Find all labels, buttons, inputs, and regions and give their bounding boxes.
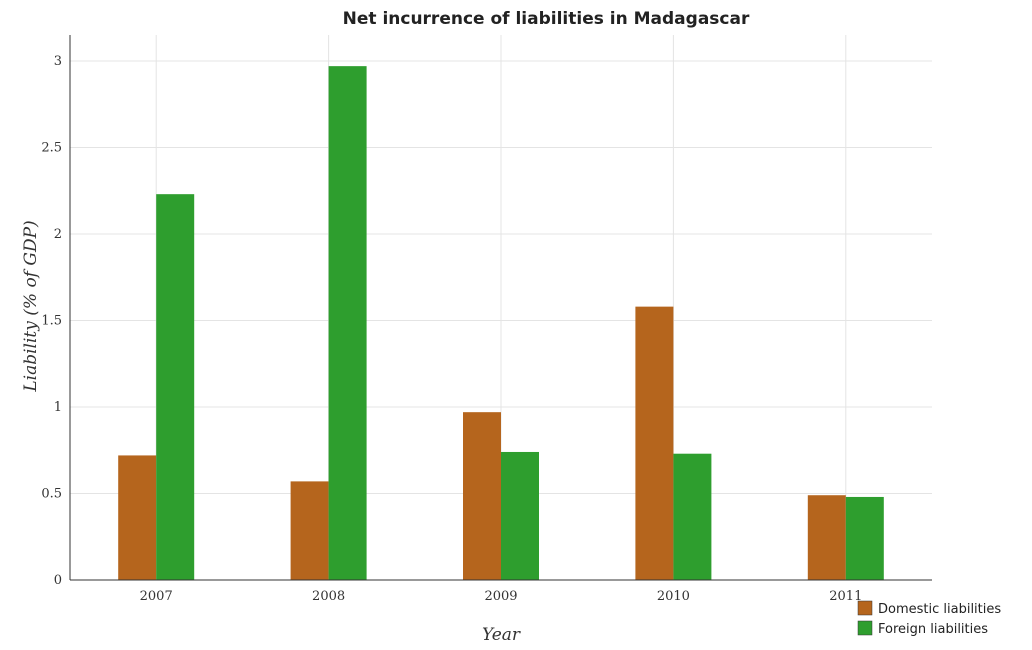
- x-tick-label: 2011: [829, 589, 862, 604]
- x-tick-label: 2008: [312, 589, 345, 604]
- legend-label: Foreign liabilities: [878, 622, 988, 637]
- x-axis-label: Year: [482, 625, 521, 645]
- y-tick-label: 0.5: [41, 486, 62, 501]
- y-tick-label: 3: [54, 54, 62, 69]
- x-tick-label: 2009: [484, 589, 517, 604]
- domestic-liabilities-bar-2010: [635, 306, 674, 580]
- domestic-liabilities-bar-2008: [290, 481, 329, 580]
- y-tick-label: 2: [54, 227, 62, 242]
- x-tick-label: 2010: [657, 589, 690, 604]
- foreign-liabilities-bar-2010: [673, 453, 712, 580]
- y-tick-label: 2.5: [41, 140, 62, 155]
- y-axis-label: Liability (% of GDP): [21, 220, 41, 392]
- legend-swatch: [857, 600, 873, 616]
- domestic-liabilities-bar-2011: [807, 495, 846, 580]
- foreign-liabilities-bar-2009: [501, 451, 539, 580]
- legend-swatch: [857, 620, 873, 636]
- chart-title: Net incurrence of liabilities in Madagas…: [343, 9, 750, 29]
- grid: [70, 35, 932, 581]
- x-tick-label: 2007: [140, 589, 173, 604]
- legend: Domestic liabilities Foreign liabilities: [857, 600, 1001, 637]
- foreign-liabilities-bar-2011: [845, 496, 884, 580]
- domestic-liabilities-bar-2009: [463, 412, 501, 580]
- legend-label: Domestic liabilities: [878, 602, 1001, 617]
- axes: 0 0.5 1 1.5 2 2.5 3 2007 2008 2009 2010 2011: [41, 35, 932, 604]
- y-tick-label: 1.5: [41, 313, 62, 328]
- bars: [118, 66, 884, 580]
- domestic-liabilities-bar-2007: [118, 455, 157, 580]
- y-tick-label: 1: [54, 400, 62, 415]
- y-tick-label: 0: [54, 573, 62, 588]
- foreign-liabilities-bar-2008: [328, 66, 367, 580]
- foreign-liabilities-bar-2007: [156, 194, 195, 580]
